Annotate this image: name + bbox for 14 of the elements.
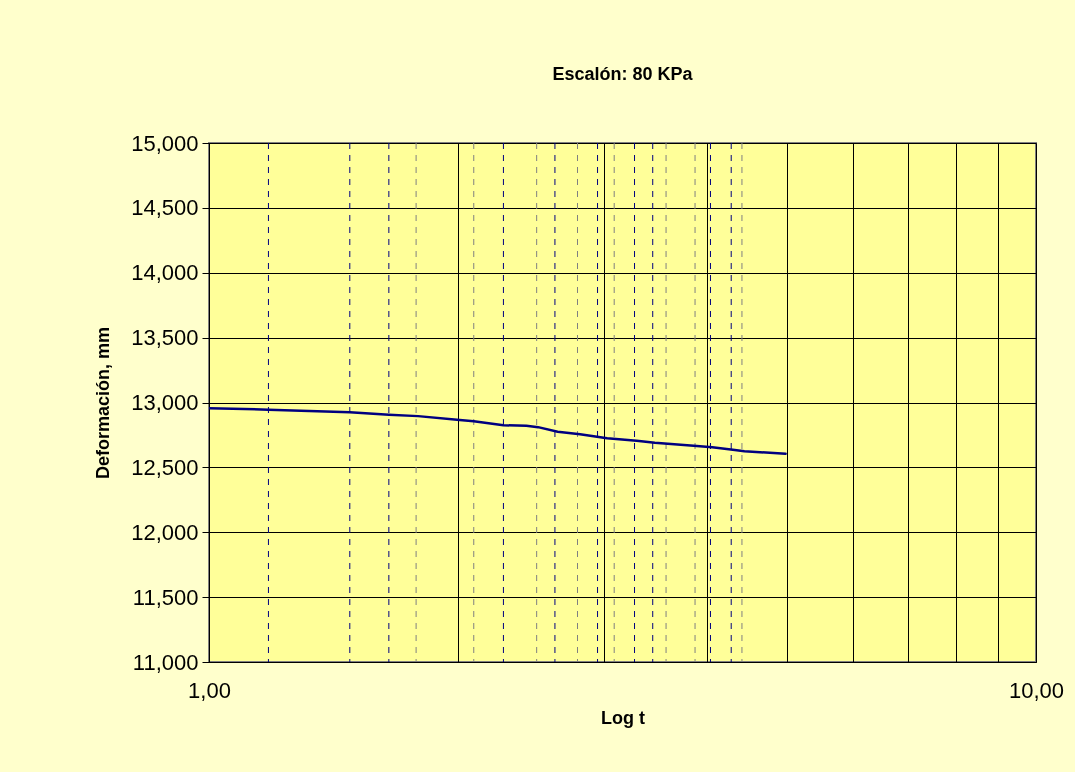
y-tick-label: 14,500 bbox=[131, 195, 199, 221]
y-tick-label: 11,500 bbox=[132, 584, 199, 610]
y-tick-label: 15,000 bbox=[131, 130, 199, 156]
y-tick-label: 12,500 bbox=[131, 454, 199, 480]
x-axis-title: Log t bbox=[601, 707, 645, 728]
y-tick-label: 11,000 bbox=[132, 649, 199, 675]
chart-title: Escalón: 80 KPa bbox=[552, 64, 694, 84]
x-tick-label: 1,00 bbox=[188, 677, 231, 703]
y-axis-title: Deformación, mm bbox=[93, 326, 114, 480]
y-tick-label: 13,000 bbox=[131, 390, 199, 415]
x-tick-label: 10,00 bbox=[1008, 677, 1065, 703]
y-tick-label: 13,500 bbox=[131, 325, 199, 351]
y-tick-label: 12,000 bbox=[131, 519, 199, 545]
y-tick-label: 14,000 bbox=[131, 260, 199, 286]
